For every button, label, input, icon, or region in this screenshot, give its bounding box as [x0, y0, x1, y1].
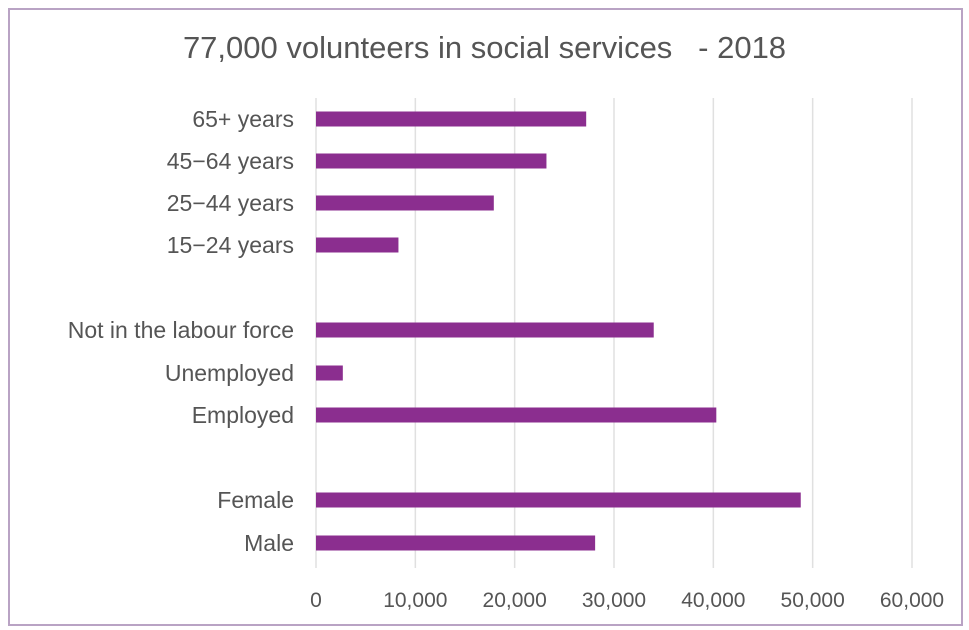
bar [316, 365, 343, 381]
x-tick-label: 40,000 [681, 589, 745, 612]
category-label: 25−44 years [167, 190, 294, 216]
x-tick-label: 20,000 [483, 589, 547, 612]
bar [316, 153, 547, 169]
bar [316, 322, 654, 338]
x-tick-label: 50,000 [781, 589, 845, 612]
x-axis-tick-labels: 0 10,000 20,000 30,000 40,000 50,000 60,000 [310, 589, 944, 612]
category-label: 15−24 years [167, 232, 294, 258]
bar [316, 195, 494, 211]
category-label: Not in the labour force [68, 317, 294, 343]
bars [316, 111, 801, 551]
bar [316, 111, 587, 127]
category-label: Employed [192, 402, 294, 428]
x-tick-label: 10,000 [383, 589, 447, 612]
category-label: Male [244, 530, 294, 556]
x-tick-label: 30,000 [582, 589, 646, 612]
category-labels: 65+ years 45−64 years 25−44 years 15−24 yea… [68, 106, 294, 556]
bar [316, 237, 399, 253]
bar [316, 492, 801, 508]
x-tick-label: 60,000 [880, 589, 944, 612]
x-tick-label: 0 [310, 589, 322, 612]
category-label: 65+ years [192, 106, 294, 132]
category-label: 45−64 years [167, 148, 294, 174]
chart-title: 77,000 volunteers in social services - 2… [182, 30, 787, 65]
bar [316, 535, 596, 551]
bar [316, 407, 717, 423]
category-label: Unemployed [165, 360, 294, 386]
category-label: Female [217, 487, 294, 513]
chart-frame [8, 8, 963, 626]
